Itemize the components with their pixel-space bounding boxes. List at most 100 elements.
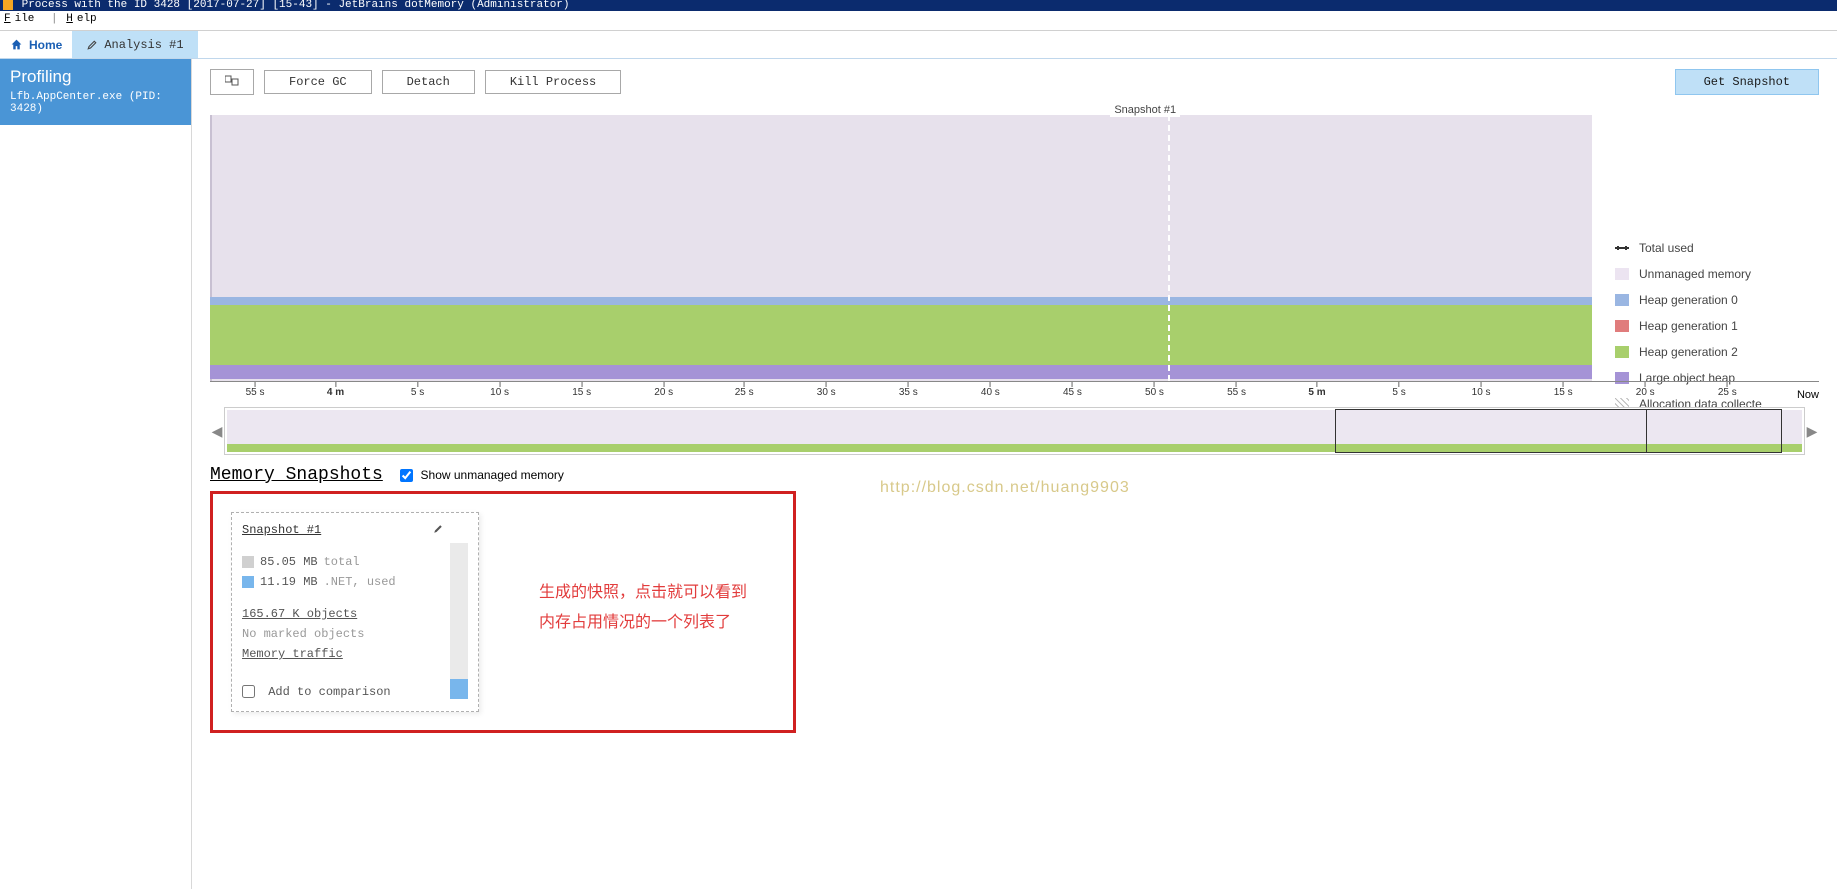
menubar: File | Help [0,11,1837,31]
legend-swatch [1615,346,1629,358]
toolbar: Force GC Detach Kill Process Get Snapsho… [192,59,1837,105]
time-tick: 10 s [490,382,509,398]
time-tick: 20 s [654,382,673,398]
time-tick: 55 s [246,382,265,398]
time-tick: 30 s [817,382,836,398]
detach-button[interactable]: Detach [382,70,475,94]
legend-swatch [1615,320,1629,332]
overview-strip: ◀ ▶ [210,407,1819,455]
window-title: Process with the ID 3428 [2017-07-27] [1… [22,0,570,11]
snapshot-divider: Snapshot #1 [1168,105,1170,381]
chart-band-gen0 [210,297,1609,305]
collect-icon [225,74,239,86]
marked-objects-label: No marked objects [242,627,364,641]
snapshots-heading: Memory Snapshots [210,465,383,485]
snapshot-title[interactable]: Snapshot #1 [242,523,321,537]
overview-divider [1646,410,1647,452]
show-unmanaged-input[interactable] [400,469,413,482]
add-comparison-row[interactable]: Add to comparison [242,685,468,699]
chart-canvas[interactable]: Snapshot #1 http://blog.csdn.net/huang99… [210,105,1609,395]
time-tick: 50 s [1145,382,1164,398]
time-tick: 10 s [1472,382,1491,398]
time-tick: 20 s [1636,382,1655,398]
time-tick: 5 s [411,382,424,398]
time-tick: 5 s [1392,382,1405,398]
chart-band-loh [210,365,1609,379]
chart-right-blank [1592,115,1609,381]
now-label: Now [1797,389,1819,401]
swatch-total [242,556,254,568]
snapshot-total-row: 85.05 MB total [242,555,468,569]
legend-gen2: Heap generation 2 [1615,339,1813,365]
menu-separator: | [51,13,58,25]
tab-home[interactable]: Home [0,31,72,58]
tab-row: Home Analysis #1 [0,31,1837,59]
time-tick: 45 s [1063,382,1082,398]
add-comparison-checkbox[interactable] [242,685,255,698]
legend-swatch [1615,268,1629,280]
app-icon [3,0,13,10]
snapshot-divider-label: Snapshot #1 [1110,103,1180,117]
memory-traffic-link[interactable]: Memory traffic [242,647,343,661]
objects-link[interactable]: 165.67 K objects [242,607,357,621]
legend-total: Total used [1615,235,1813,261]
time-tick: 40 s [981,382,1000,398]
time-tick: 15 s [572,382,591,398]
show-unmanaged-checkbox[interactable]: Show unmanaged memory [400,468,564,482]
overview-next[interactable]: ▶ [1805,407,1819,455]
titlebar: Process with the ID 3428 [2017-07-27] [1… [0,0,1837,11]
snapshot-net-suffix: .NET, used [324,575,396,589]
snapshot-total-suffix: total [324,555,360,569]
legend-line-icon [1615,247,1629,249]
snapshot-usage-bar [450,543,468,699]
sidebar: Profiling Lfb.AppCenter.exe (PID: 3428) [0,59,192,889]
snapshot-total-value: 85.05 MB [260,555,318,569]
snapshot-card[interactable]: Snapshot #1 85.05 MB total [231,512,479,712]
edit-snapshot-icon[interactable] [432,523,444,539]
add-comparison-label: Add to comparison [268,685,390,699]
home-icon [10,38,23,51]
tab-home-label: Home [29,38,62,52]
snapshot-net-value: 11.19 MB [260,575,318,589]
snapshot-net-row: 11.19 MB .NET, used [242,575,468,589]
chart-band-gen2 [210,305,1609,365]
annotation-line1: 生成的快照，点击就可以看到 [539,578,747,608]
main-split: Profiling Lfb.AppCenter.exe (PID: 3428) … [0,59,1837,889]
timeline-chart[interactable]: Snapshot #1 http://blog.csdn.net/huang99… [192,105,1837,455]
content: Force GC Detach Kill Process Get Snapsho… [192,59,1837,889]
time-tick: 25 s [1718,382,1737,398]
get-snapshot-button[interactable]: Get Snapshot [1675,69,1819,95]
annotation-text: 生成的快照，点击就可以看到 内存占用情况的一个列表了 [539,512,747,638]
sidebar-subtitle: Lfb.AppCenter.exe (PID: 3428) [10,91,181,115]
overview-viewport[interactable] [1335,409,1782,453]
show-unmanaged-label: Show unmanaged memory [421,468,564,482]
time-tick: 15 s [1554,382,1573,398]
snapshots-section: Memory Snapshots Show unmanaged memory S… [192,455,1837,743]
time-tick: 55 s [1227,382,1246,398]
legend-gen0: Heap generation 0 [1615,287,1813,313]
annotation-highlight: Snapshot #1 85.05 MB total [210,491,796,733]
menu-help[interactable]: Help [66,13,100,25]
overview-canvas[interactable] [224,407,1805,455]
tab-analysis[interactable]: Analysis #1 [72,31,197,58]
sidebar-title: Profiling [10,67,181,87]
legend-unmanaged: Unmanaged memory [1615,261,1813,287]
time-tick: 5 m [1308,382,1325,398]
legend: Total used Unmanaged memory Heap generat… [1609,105,1819,395]
snapshot-usage-fill [450,679,468,699]
overview-prev[interactable]: ◀ [210,407,224,455]
force-gc-button[interactable]: Force GC [264,70,372,94]
time-tick: 35 s [899,382,918,398]
kill-process-button[interactable]: Kill Process [485,70,621,94]
sidebar-header: Profiling Lfb.AppCenter.exe (PID: 3428) [0,59,191,125]
swatch-net [242,576,254,588]
pencil-icon [86,39,98,51]
time-tick: 4 m [327,382,344,398]
time-tick: 25 s [735,382,754,398]
menu-file[interactable]: File [4,13,38,25]
time-axis: Now 55 s 4 m 5 s 10 s 15 s 20 s 25 s 30 s 35 s 40… [210,381,1819,407]
legend-gen1: Heap generation 1 [1615,313,1813,339]
legend-swatch [1615,294,1629,306]
annotation-line2: 内存占用情况的一个列表了 [539,608,747,638]
collect-button[interactable] [210,69,254,95]
